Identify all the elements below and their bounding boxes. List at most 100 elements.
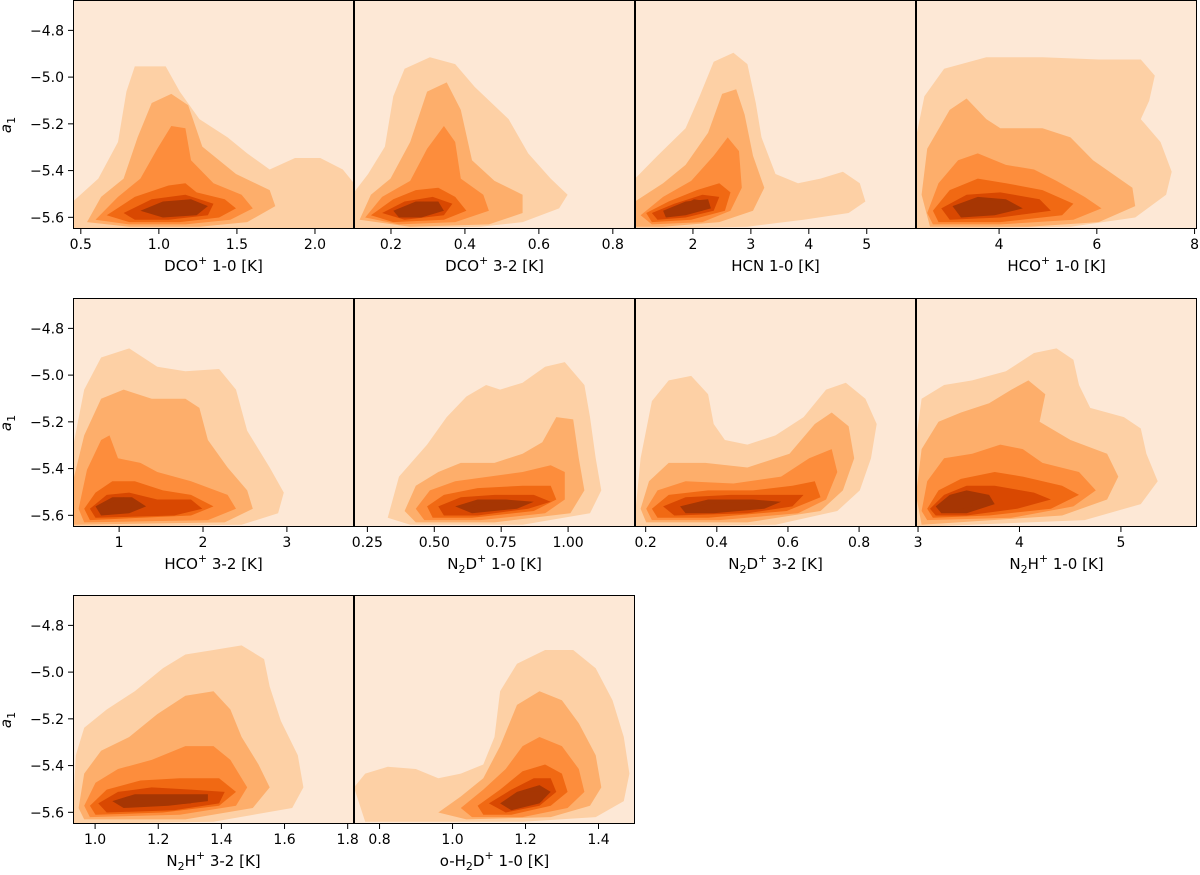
x-tick-label: 5 [1116,535,1125,551]
contour-level-7 [472,501,512,511]
y-tick-label: −5.6 [30,805,64,821]
x-axis-label: N2D+ 3-2 [K] [728,552,823,576]
panel-oh2d-1-0: 0.8 1.0 1.2 1.4 o-H2D+ 1-0 [K] [354,595,635,873]
panel-hco-1-0: 4 6 8 HCO+ 1-0 [K] [916,0,1199,275]
axes-frame [635,0,916,229]
axes-frame [73,298,354,527]
axes-frame [354,298,635,527]
contour-level-7 [514,791,543,806]
x-tick-label: 1.0 [441,832,463,848]
contour-group [73,66,354,229]
x-tick-label: 3 [746,237,755,253]
x-tick-label: 1.5 [226,237,248,253]
contour-level-7 [106,497,135,511]
contour-group [73,645,304,824]
x-axis-label: o-H2D+ 1-0 [K] [440,849,550,873]
panel-hcn-1-0: 2 3 4 5 HCN 1-0 [K] [635,0,916,275]
panel-dco-1-0: 0.5 1.0 1.5 2.0 DCO+ 1-0 [K] −4.8 −5.0 −5.2 −5.4… [0,0,354,275]
panel-n2h-1-0: 3 4 5 N2H+ 1-0 [K] [914,298,1197,576]
axes-frame [635,298,916,527]
x-tick-label: 1.00 [553,535,584,551]
x-tick-label: 1.4 [210,832,232,848]
x-tick-label: 0.8 [602,237,624,253]
x-tick-label: 2.0 [304,237,326,253]
panel-n2h-3-2: 1.0 1.2 1.4 1.6 1.8 N2H+ 3-2 [K] −4.8 −5.0 −5.2 −… [0,595,359,873]
x-axis-label: N2H+ 1-0 [K] [1009,552,1103,576]
x-tick-label: 1.2 [514,832,536,848]
x-tick-label: 8 [1190,237,1199,253]
panel-n2d-1-0: 0.25 0.50 0.75 1.00 N2D+ 1-0 [K] [352,298,635,576]
contour-level-7 [677,199,709,213]
y-tick-label: −4.8 [30,321,64,337]
x-axis-label: HCO+ 1-0 [K] [1007,254,1105,275]
axes-frame [916,298,1197,527]
contour-level-7 [966,199,1001,213]
x-tick-label: 0.4 [454,237,476,253]
y-tick-label: −5.0 [30,368,64,384]
contour-group [635,375,877,527]
y-axis-label: a1 [0,712,18,728]
contour-level-7 [162,201,203,213]
x-tick-label: 1.0 [84,832,106,848]
contour-group [916,348,1158,527]
x-tick-label: 0.2 [635,535,657,551]
x-tick-label: 2 [199,535,208,551]
x-tick-label: 1.0 [148,237,170,253]
axes-frame [354,0,635,229]
y-tick-label: −5.0 [30,70,64,86]
panel-n2d-3-2: 0.2 0.4 0.6 0.8 N2D+ 3-2 [K] [635,298,916,576]
x-axis-label: HCO+ 3-2 [K] [164,552,262,573]
x-tick-label: 0.25 [352,535,383,551]
x-tick-label: 2 [688,237,697,253]
x-tick-label: 5 [862,237,871,253]
y-tick-label: −5.4 [30,462,64,478]
x-tick-label: 0.50 [419,535,450,551]
axes-frame [73,0,354,229]
x-tick-label: 4 [804,237,813,253]
contour-level-7 [407,201,436,216]
contour-group [916,57,1172,229]
contour-group [73,348,284,527]
y-tick-label: −5.0 [30,665,64,681]
x-axis-label: N2H+ 3-2 [K] [166,849,260,873]
x-tick-label: 0.4 [706,535,728,551]
contour-group [354,57,568,229]
x-tick-label: 0.8 [368,832,390,848]
x-tick-label: 3 [282,535,291,551]
panel-dco-3-2: 0.2 0.4 0.6 0.8 DCO+ 3-2 [K] [354,0,635,275]
y-tick-label: −5.4 [30,164,64,180]
contour-group [387,362,602,525]
y-tick-label: −4.8 [30,618,64,634]
x-axis-label: HCN 1-0 [K] [731,257,820,275]
x-tick-label: 0.2 [380,237,402,253]
y-axis-label: a1 [0,117,18,133]
y-tick-label: −5.4 [30,759,64,775]
y-tick-label: −5.2 [30,117,64,133]
axes-frame [916,0,1197,229]
x-axis-label: DCO+ 3-2 [K] [445,254,544,275]
x-tick-label: 3 [914,535,923,551]
x-tick-label: 0.6 [777,535,799,551]
axes-frame [354,595,635,824]
y-tick-label: −5.2 [30,415,64,431]
y-tick-label: −5.6 [30,210,64,226]
x-tick-label: 0.75 [486,535,517,551]
contour-group [354,650,630,822]
x-tick-label: 4 [995,237,1004,253]
x-tick-label: 0.6 [528,237,550,253]
x-tick-label: 1 [115,535,124,551]
x-tick-label: 1.8 [337,832,359,848]
x-tick-label: 0.8 [848,535,870,551]
contour-level-7 [944,494,973,511]
y-axis-label: a1 [0,415,18,431]
y-tick-label: −4.8 [30,23,64,39]
x-tick-label: 0.5 [70,237,92,253]
x-axis-label: DCO+ 1-0 [K] [164,254,263,275]
axes-frame [73,595,354,824]
y-tick-label: −5.6 [30,508,64,524]
y-tick-label: −5.2 [30,712,64,728]
contour-group [635,52,866,229]
x-tick-label: 6 [1092,237,1101,253]
x-tick-label: 4 [1015,535,1024,551]
